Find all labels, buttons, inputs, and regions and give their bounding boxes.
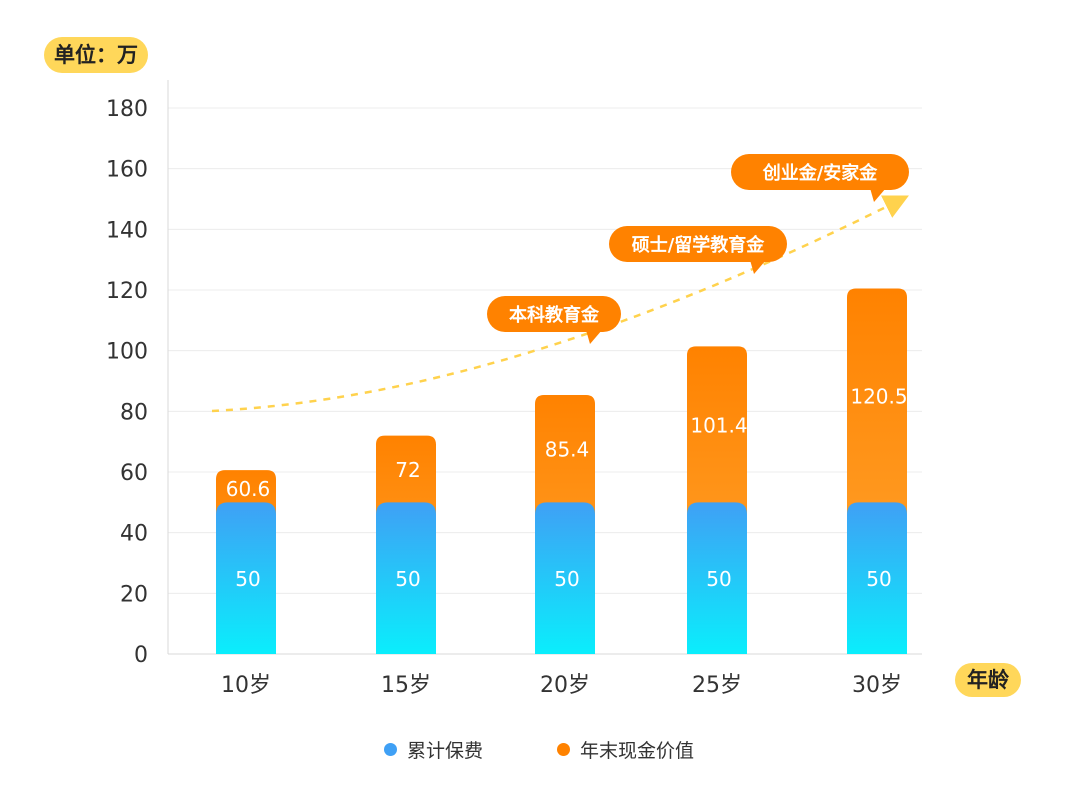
- bar-premium: [847, 502, 907, 654]
- data-label-cash-value: 120.5: [850, 384, 907, 408]
- milestone-label: 本科教育金: [509, 304, 600, 326]
- y-tick-label: 20: [120, 582, 148, 607]
- milestone-bubble: [487, 296, 621, 332]
- milestone-bubble-tail: [586, 330, 602, 344]
- legend-dot-cash-value: [557, 743, 570, 756]
- milestone-bubble-tail: [870, 188, 886, 202]
- x-tick-label: 25岁: [692, 673, 742, 698]
- x-tick-label: 15岁: [381, 673, 431, 698]
- y-tick-label: 120: [106, 279, 148, 304]
- y-tick-label: 140: [106, 218, 148, 243]
- legend-label-cash-value: 年末现金价值: [580, 740, 695, 762]
- legend: 累计保费 年末现金价值: [0, 738, 1080, 764]
- y-tick-label: 0: [134, 643, 148, 668]
- data-label-cash-value: 72: [395, 458, 420, 482]
- x-axis-badge: 年龄: [955, 663, 1021, 697]
- y-tick-label: 60: [120, 461, 148, 486]
- unit-badge: 单位：万: [44, 37, 148, 73]
- data-label-premium: 50: [554, 567, 579, 591]
- milestone-label: 创业金/安家金: [762, 162, 879, 184]
- data-label-cash-value: 101.4: [690, 413, 747, 437]
- data-label-premium: 50: [395, 567, 420, 591]
- bar-premium: [376, 502, 436, 654]
- data-label-premium: 50: [706, 567, 731, 591]
- y-tick-label: 100: [106, 340, 148, 365]
- data-label-premium: 50: [235, 567, 260, 591]
- milestone-bubble-tail: [750, 260, 766, 274]
- legend-item-premium: 累计保费: [384, 738, 483, 764]
- milestone-bubble: [609, 226, 787, 262]
- bar-premium: [687, 502, 747, 654]
- bar-premium: [216, 502, 276, 654]
- legend-item-cash-value: 年末现金价值: [557, 738, 694, 764]
- y-tick-label: 80: [120, 400, 148, 425]
- data-label-cash-value: 60.6: [226, 477, 271, 501]
- legend-label-premium: 累计保费: [407, 740, 484, 762]
- bar-premium: [535, 502, 595, 654]
- y-tick-label: 180: [106, 97, 148, 122]
- trend-arrow: [211, 195, 909, 413]
- x-tick-label: 20岁: [540, 673, 590, 698]
- data-label-cash-value: 85.4: [545, 438, 590, 462]
- milestone-label: 硕士/留学教育金: [632, 234, 766, 256]
- x-tick-label: 10岁: [221, 673, 271, 698]
- data-label-premium: 50: [866, 567, 891, 591]
- legend-dot-premium: [384, 743, 397, 756]
- y-tick-label: 40: [120, 522, 148, 547]
- y-tick-label: 160: [106, 158, 148, 183]
- x-tick-label: 30岁: [852, 673, 902, 698]
- milestone-bubble: [731, 154, 909, 190]
